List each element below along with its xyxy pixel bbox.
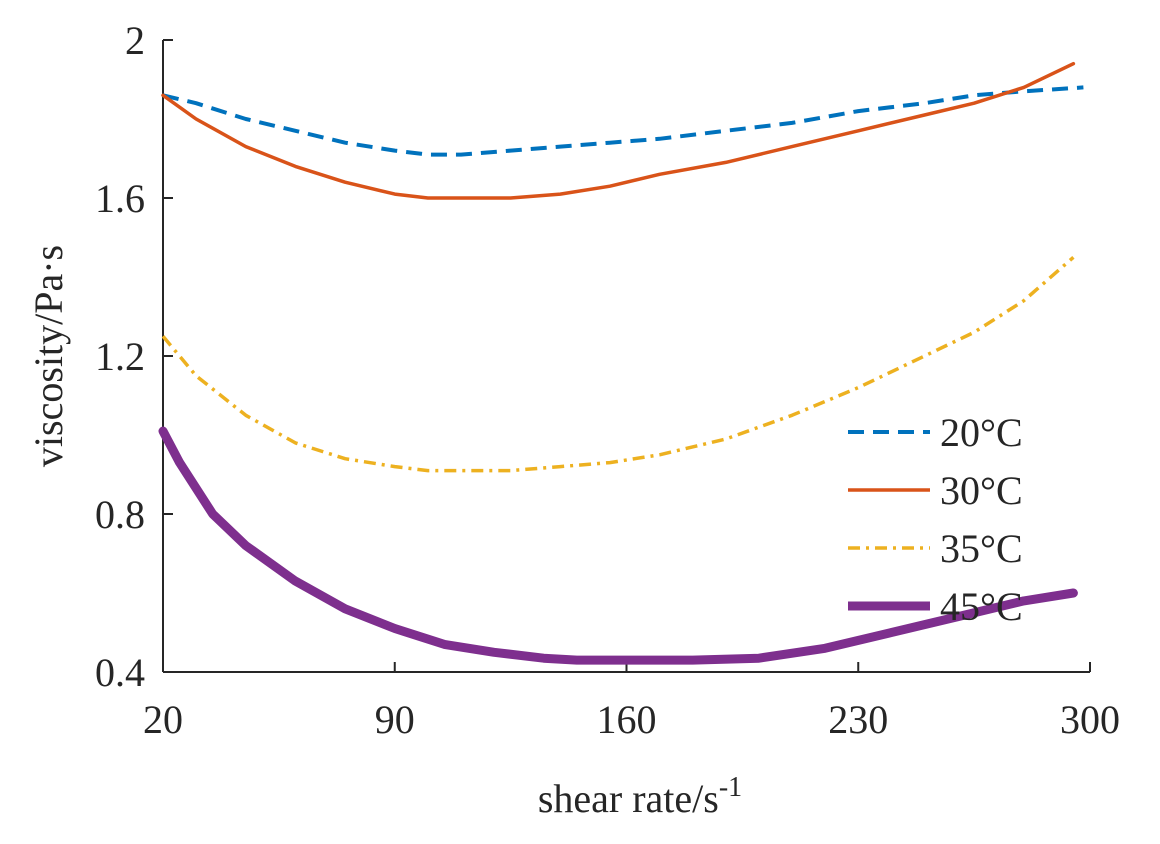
series-layer <box>158 61 1084 665</box>
legend-label: 45°C <box>940 584 1023 629</box>
x-axis-title: shear rate/s-1 <box>538 772 742 821</box>
y-ticks: 0.4 0.8 1.2 1.6 2 <box>95 18 173 695</box>
series-line-2 <box>161 255 1075 473</box>
series-line-1 <box>161 61 1076 200</box>
x-axis-title-superscript: -1 <box>719 772 742 803</box>
series-line-0 <box>162 85 1084 157</box>
y-tick-label: 1.6 <box>95 176 145 221</box>
legend-label: 30°C <box>940 468 1023 513</box>
legend-label: 35°C <box>940 526 1023 571</box>
legend-label: 20°C <box>940 410 1023 455</box>
y-tick-label: 0.4 <box>95 650 145 695</box>
x-tick-label: 230 <box>828 697 888 742</box>
y-tick-label: 0.8 <box>95 492 145 537</box>
series-line-3 <box>158 426 1078 665</box>
x-tick-label: 300 <box>1060 697 1120 742</box>
y-tick-label: 2 <box>125 18 145 63</box>
y-axis-title: viscosity/Pa·s <box>26 245 71 467</box>
legend: 20°C 30°C 35°C 45°C <box>848 410 1023 629</box>
x-ticks: 20 90 160 230 300 <box>143 662 1120 742</box>
x-tick-label: 90 <box>375 697 415 742</box>
x-tick-label: 20 <box>143 697 183 742</box>
x-tick-label: 160 <box>597 697 657 742</box>
axes <box>162 40 1090 673</box>
y-tick-label: 1.2 <box>95 334 145 379</box>
